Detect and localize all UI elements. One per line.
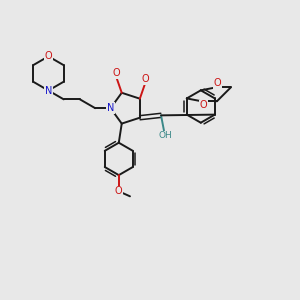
Text: O: O — [200, 100, 207, 110]
Text: O: O — [214, 78, 221, 88]
Text: OH: OH — [159, 131, 172, 140]
Text: O: O — [45, 51, 52, 62]
Text: O: O — [112, 68, 120, 78]
Text: N: N — [45, 85, 52, 95]
Text: O: O — [141, 74, 149, 84]
Text: N: N — [107, 103, 114, 113]
Text: O: O — [115, 186, 123, 196]
